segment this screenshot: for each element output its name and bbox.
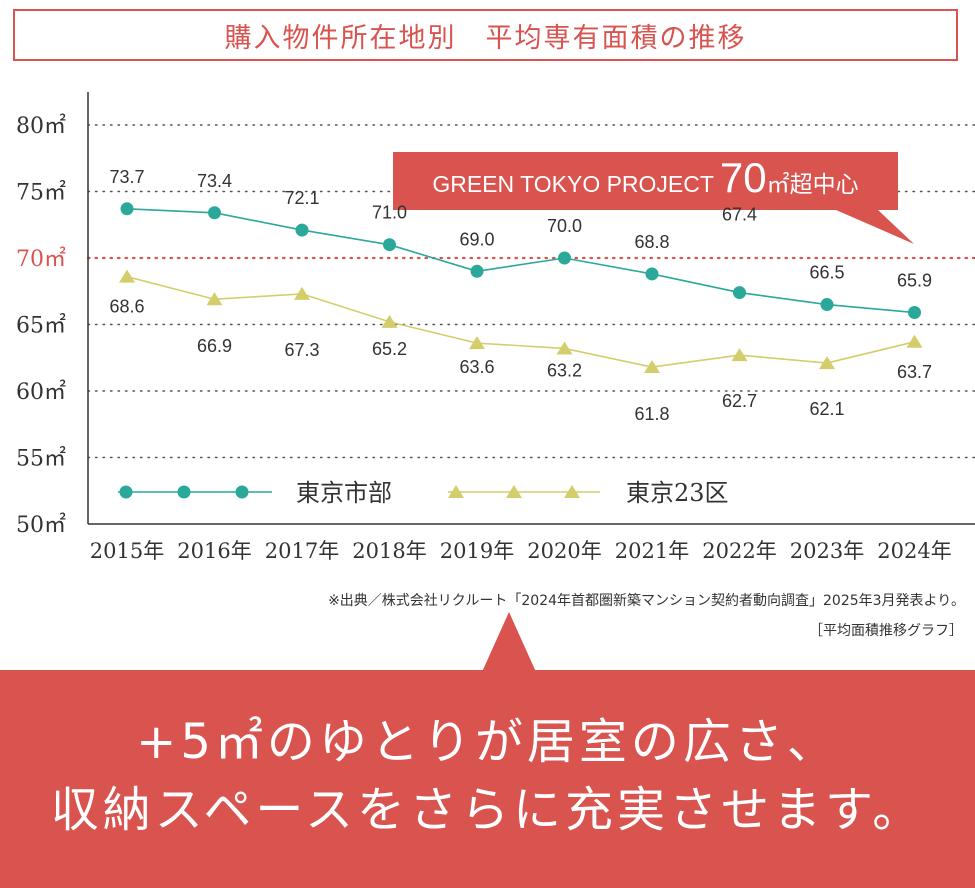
- x-tick-label: 2024年: [877, 539, 951, 563]
- y-tick-label: 70㎡: [16, 246, 66, 272]
- legend-marker: [235, 485, 249, 499]
- area-line-chart: 80㎡ 75㎡ 70㎡ 65㎡ 60㎡ 55㎡ 50㎡ 2015年 2016年 2017年 2018…: [16, 92, 975, 563]
- data-label: 66.9: [197, 336, 232, 356]
- callout-highlight: 70: [720, 154, 767, 201]
- x-tick-label: 2023年: [790, 539, 864, 563]
- data-point: [556, 341, 573, 355]
- data-label: 73.4: [197, 171, 232, 191]
- data-point: [206, 292, 223, 306]
- data-label: 68.6: [109, 297, 144, 317]
- data-point: [383, 238, 396, 252]
- chart-title-box: 購入物件所在地別 平均専有面積の推移: [13, 9, 958, 61]
- y-tick-label: 80㎡: [16, 113, 66, 139]
- data-point: [208, 206, 221, 220]
- y-tick-label: 65㎡: [16, 313, 66, 339]
- data-label: 61.8: [634, 404, 669, 424]
- data-label: 73.7: [109, 167, 144, 187]
- data-point: [470, 264, 484, 278]
- data-label: 69.0: [459, 229, 494, 249]
- graph-caption: ［平均面積推移グラフ］: [809, 623, 963, 639]
- y-tick-label: 75㎡: [16, 180, 66, 206]
- data-label: 66.5: [809, 263, 844, 283]
- legend-marker: [564, 485, 580, 498]
- data-point: [469, 336, 485, 350]
- callout-prefix: GREEN TOKYO PROJECT: [432, 171, 720, 197]
- callout-text: GREEN TOKYO PROJECT 70㎡超中心: [432, 154, 858, 201]
- x-tick-label: 2017年: [265, 539, 339, 563]
- data-point: [819, 356, 835, 370]
- callout-suffix: ㎡超中心: [767, 171, 859, 197]
- data-point: [644, 360, 660, 374]
- callout-bubble: [393, 152, 914, 244]
- data-point: [120, 202, 134, 216]
- data-point: [294, 286, 310, 300]
- banner-line-2: 収納スペースをさらに充実させます。: [50, 782, 925, 838]
- y-tick-label: 50㎡: [16, 512, 66, 538]
- data-label: 70.0: [547, 216, 582, 236]
- data-label: 62.1: [809, 399, 844, 419]
- data-point: [381, 314, 398, 328]
- legend-marker: [448, 485, 464, 498]
- x-tick-label: 2019年: [440, 539, 514, 563]
- data-point: [558, 251, 571, 265]
- banner-line-1: +5㎡のゆとりが居室の広さ、: [136, 714, 839, 770]
- legend-label: 東京23区: [626, 479, 729, 507]
- data-label: 65.9: [897, 271, 932, 291]
- data-label: 72.1: [284, 188, 319, 208]
- y-tick-label: 55㎡: [16, 446, 66, 472]
- series-line-2: [126, 275, 915, 368]
- data-label: 63.7: [897, 362, 932, 382]
- legend-marker: [119, 485, 133, 499]
- x-tick-label: 2016年: [177, 539, 251, 563]
- data-point: [645, 267, 659, 281]
- x-tick-label: 2021年: [615, 539, 689, 563]
- data-point: [820, 298, 834, 312]
- message-banner: +5㎡のゆとりが居室の広さ、 収納スペースをさらに充実させます。: [0, 670, 975, 888]
- legend-marker: [506, 485, 522, 498]
- data-label: 65.2: [372, 339, 407, 359]
- data-label: 67.4: [722, 205, 757, 225]
- x-tick-label: 2020年: [527, 539, 601, 563]
- data-label: 68.8: [634, 232, 669, 252]
- data-point: [733, 286, 746, 300]
- data-label: 67.3: [284, 340, 319, 360]
- data-label: 63.6: [459, 357, 494, 377]
- x-tick-label: 2022年: [702, 539, 776, 563]
- data-point: [906, 334, 923, 348]
- data-point: [295, 223, 309, 237]
- source-note: ※出典／株式会社リクルート「2024年首都圏新築マンション契約者動向調査」202…: [328, 593, 965, 609]
- data-point: [908, 306, 921, 320]
- data-point: [731, 348, 748, 362]
- x-tick-label: 2018年: [352, 539, 426, 563]
- legend-marker: [177, 485, 191, 499]
- data-label: 71.0: [372, 203, 407, 223]
- banner-pointer: [482, 612, 536, 672]
- legend-label: 東京市部: [296, 479, 392, 507]
- y-tick-label: 60㎡: [16, 379, 66, 405]
- chart-title: 購入物件所在地別 平均専有面積の推移: [224, 22, 747, 54]
- x-tick-label: 2015年: [90, 539, 164, 563]
- series-line-1: [126, 207, 915, 314]
- data-label: 63.2: [547, 360, 582, 380]
- data-point: [119, 269, 135, 283]
- data-label: 62.7: [722, 391, 757, 411]
